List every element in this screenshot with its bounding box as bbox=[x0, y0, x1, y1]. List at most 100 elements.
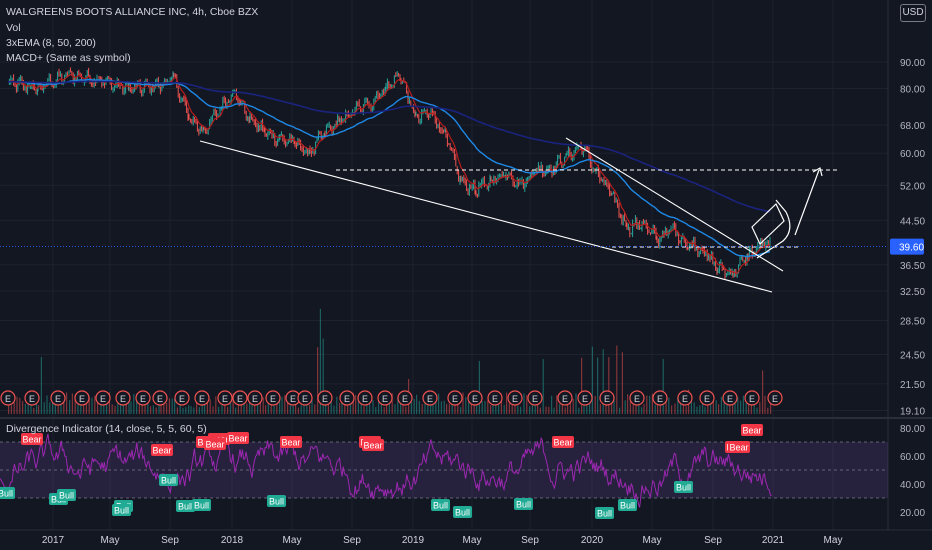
volume-bar bbox=[287, 393, 289, 414]
volume-bar bbox=[526, 395, 528, 414]
volume-bar bbox=[503, 404, 505, 414]
earnings-marker-label: E bbox=[492, 394, 498, 404]
volume-bar bbox=[281, 397, 283, 414]
volume-bar bbox=[267, 403, 269, 414]
volume-bar bbox=[66, 392, 68, 414]
volume-bar bbox=[438, 393, 440, 414]
earnings-marker bbox=[357, 390, 373, 406]
volume-bar bbox=[531, 404, 533, 414]
earnings-marker bbox=[507, 390, 523, 406]
volume-bar bbox=[150, 406, 152, 414]
earnings-marker-label: E bbox=[472, 394, 478, 404]
osc-line bbox=[0, 433, 772, 508]
volume-bar bbox=[144, 399, 146, 414]
volume-bar bbox=[347, 401, 349, 414]
volume-bar bbox=[314, 404, 316, 414]
earnings-marker-label: E bbox=[382, 394, 388, 404]
volume-bar bbox=[378, 400, 380, 414]
earnings-marker bbox=[629, 390, 645, 406]
price-tick-label: 21.50 bbox=[900, 380, 925, 391]
price-candles bbox=[8, 67, 771, 280]
volume-bar bbox=[611, 399, 613, 414]
volume-bar bbox=[103, 404, 105, 414]
volume-bar bbox=[375, 407, 377, 414]
volume-bar bbox=[83, 400, 85, 414]
osc-tick-label: 40.00 bbox=[900, 480, 925, 491]
earnings-marker-label: E bbox=[704, 394, 710, 404]
bear-label: Bear bbox=[553, 438, 572, 448]
price-tick-label: 32.50 bbox=[900, 287, 925, 298]
osc-tick-label: 80.00 bbox=[900, 424, 925, 435]
volume-legend: Vol bbox=[6, 22, 21, 34]
volume-bar bbox=[339, 402, 341, 414]
earnings-marker-label: E bbox=[532, 394, 538, 404]
bear-label: Bear bbox=[152, 446, 171, 456]
volume-bar bbox=[742, 395, 744, 414]
volume-bar bbox=[69, 400, 71, 414]
earnings-marker bbox=[652, 390, 668, 406]
volume-bar bbox=[120, 403, 122, 414]
bear-label: Bear bbox=[205, 440, 224, 450]
volume-bar bbox=[249, 400, 251, 414]
volume-bar bbox=[63, 396, 65, 414]
earnings-marker bbox=[397, 390, 413, 406]
price-tick-label: 60.00 bbox=[900, 149, 925, 160]
volume-bar bbox=[629, 400, 631, 414]
earnings-marker bbox=[217, 390, 233, 406]
volume-bar bbox=[581, 357, 583, 414]
volume-bar bbox=[330, 398, 332, 414]
volume-bar bbox=[710, 397, 712, 414]
bull-label: Bull bbox=[516, 500, 531, 510]
price-tick-label: 90.00 bbox=[900, 58, 925, 69]
volume-bar bbox=[539, 407, 541, 414]
volume-bar bbox=[319, 308, 321, 414]
current-price-badge bbox=[890, 238, 924, 255]
volume-bar bbox=[490, 405, 492, 414]
volume-bar bbox=[665, 396, 667, 414]
volume-bar bbox=[578, 407, 580, 414]
volume-bar bbox=[575, 393, 577, 414]
volume-bar bbox=[163, 398, 165, 414]
volume-bar bbox=[478, 360, 480, 414]
volume-bar bbox=[246, 403, 248, 414]
volume-bar bbox=[770, 400, 772, 414]
volume-bar bbox=[147, 395, 149, 414]
ema-mid-line bbox=[8, 78, 771, 258]
bear-label-bg bbox=[204, 438, 226, 450]
volume-bar bbox=[136, 393, 138, 414]
volume-bar bbox=[529, 406, 531, 414]
bull-label-bg bbox=[57, 489, 76, 501]
volume-bar bbox=[279, 397, 281, 414]
volume-bar bbox=[569, 400, 571, 414]
currency-button[interactable]: USD bbox=[900, 4, 926, 22]
ema-fast-line bbox=[7, 73, 771, 274]
earnings-marker-label: E bbox=[179, 394, 185, 404]
volume-bar bbox=[114, 405, 116, 414]
volume-bar bbox=[720, 396, 722, 414]
volume-bar bbox=[152, 405, 154, 414]
earnings-marker bbox=[467, 390, 483, 406]
earnings-marker-label: E bbox=[222, 394, 228, 404]
time-tick-label: 2021 bbox=[762, 535, 785, 546]
volume-bar bbox=[71, 393, 73, 414]
time-tick-label: 2017 bbox=[42, 535, 65, 546]
volume-bar bbox=[360, 402, 362, 414]
bull-label: Bull bbox=[59, 491, 74, 501]
volume-bar bbox=[336, 396, 338, 414]
time-tick-label: Sep bbox=[521, 535, 539, 546]
earnings-marker-label: E bbox=[157, 394, 163, 404]
bull-label: Bull bbox=[114, 506, 129, 516]
volume-bar bbox=[750, 404, 752, 414]
bear-label: Bear bbox=[228, 434, 247, 444]
earnings-marker bbox=[265, 390, 281, 406]
time-tick-label: May bbox=[463, 535, 482, 546]
volume-bar bbox=[188, 405, 190, 414]
earnings-marker-label: E bbox=[657, 394, 663, 404]
volume-bar bbox=[696, 406, 698, 414]
volume-bar bbox=[141, 400, 143, 414]
bull-label-bg bbox=[674, 481, 693, 493]
volume-bar bbox=[322, 338, 324, 414]
bull-label: Bull bbox=[597, 509, 612, 519]
